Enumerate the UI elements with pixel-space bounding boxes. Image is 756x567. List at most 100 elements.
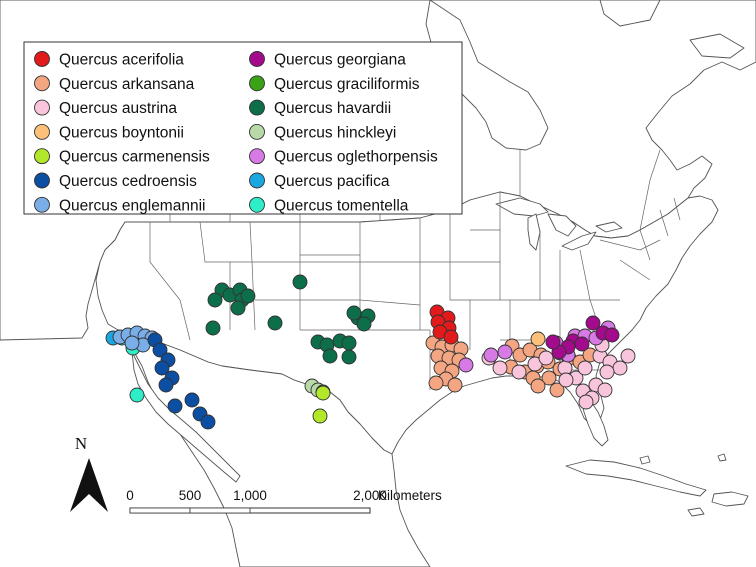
scale-tick-label: 1,000 xyxy=(233,488,267,503)
occurrence-georgiana xyxy=(574,336,590,352)
occurrence-havardii xyxy=(341,335,357,351)
occurrence-englemannii xyxy=(124,335,140,351)
occurrence-cedroensis xyxy=(152,342,168,358)
occurrence-austrina xyxy=(558,372,574,388)
scale-tick-label: 0 xyxy=(126,488,134,503)
occurrence-oglethorpensis xyxy=(483,347,499,363)
cuba xyxy=(565,459,707,497)
hispaniola xyxy=(711,491,749,507)
occurrence-arkansana xyxy=(447,377,463,393)
legend-label-georgiana: Quercus georgiana xyxy=(274,52,406,69)
occurrence-arkansana xyxy=(428,375,444,391)
legend-swatch-havardii xyxy=(249,99,265,116)
scale-bar-segment-2 xyxy=(189,507,251,514)
island-small-2 xyxy=(639,455,651,465)
north-arrow-label: N xyxy=(75,434,87,453)
legend-swatch-boyntonii xyxy=(34,123,50,140)
legend-label-oglethorpensis: Quercus oglethorpensis xyxy=(274,149,438,166)
baja-peninsula xyxy=(131,351,241,483)
north-arrow: N xyxy=(70,434,108,512)
arctic-island-1 xyxy=(599,0,661,27)
occurrence-havardii xyxy=(341,349,357,365)
legend-label-havardii: Quercus havardii xyxy=(274,100,391,117)
occurrence-havardii xyxy=(267,315,283,331)
occurrence-arkansana xyxy=(530,378,546,394)
legend-swatch-carmenensis xyxy=(34,148,50,165)
legend-label-tomentella: Quercus tomentella xyxy=(274,197,409,214)
occurrence-points xyxy=(105,274,636,430)
great-lake-huron xyxy=(547,213,577,237)
occurrence-cedroensis xyxy=(184,392,200,408)
legend-label-hinckleyi: Quercus hinckleyi xyxy=(274,124,396,141)
occurrence-georgiana xyxy=(585,315,601,331)
occurrence-cedroensis xyxy=(167,398,183,414)
legend-swatch-graciliformis xyxy=(249,75,265,92)
occurrence-cedroensis xyxy=(200,414,216,430)
occurrence-georgiana xyxy=(604,327,620,343)
occurrence-austrina xyxy=(612,360,628,376)
legend-swatch-oglethorpensis xyxy=(249,148,265,165)
legend: Quercus acerifolia Quercus arkansana Querc… xyxy=(23,41,463,215)
great-lake-ontario xyxy=(595,221,623,233)
occurrence-havardii xyxy=(205,320,221,336)
legend-swatch-georgiana xyxy=(249,51,265,67)
legend-swatch-hinckleyi xyxy=(249,123,265,140)
great-lake-michigan xyxy=(527,213,541,251)
occurrence-carmenensis xyxy=(315,385,331,401)
occurrence-acerifolia xyxy=(443,329,459,345)
occurrence-oglethorpensis xyxy=(458,357,474,373)
occurrence-oglethorpensis xyxy=(497,344,513,360)
occurrence-austrina xyxy=(511,364,527,380)
legend-swatch-cedroensis xyxy=(34,172,50,189)
occurrence-havardii xyxy=(207,292,223,308)
legend-label-cedroensis: Quercus cedroensis xyxy=(59,173,197,190)
occurrence-arkansana xyxy=(549,382,565,398)
north-arrow-icon xyxy=(70,458,89,512)
north-arrow-icon-half xyxy=(89,458,108,512)
occurrence-cedroensis xyxy=(158,377,174,393)
island-small-1 xyxy=(687,507,705,517)
legend-box xyxy=(23,41,463,215)
occurrence-tomentella xyxy=(129,387,145,403)
legend-label-austrina: Quercus austrina xyxy=(59,100,177,117)
legend-label-arkansana: Quercus arkansana xyxy=(59,76,195,93)
occurrence-austrina xyxy=(599,364,615,380)
legend-swatch-arkansana xyxy=(34,75,50,92)
legend-swatch-austrina xyxy=(34,99,50,116)
legend-swatch-englemannii xyxy=(34,196,50,213)
occurrence-austrina xyxy=(620,348,636,364)
scale-tick-label: 500 xyxy=(179,488,202,503)
scale-unit-label: Kilometers xyxy=(378,488,442,503)
occurrence-carmenensis xyxy=(312,408,328,424)
occurrence-havardii xyxy=(292,274,308,290)
occurrence-havardii xyxy=(356,316,372,332)
occurrence-georgiana xyxy=(545,334,561,350)
legend-label-carmenensis: Quercus carmenensis xyxy=(59,149,210,166)
occurrence-cedroensis xyxy=(154,360,170,376)
occurrence-austrina xyxy=(538,350,554,366)
legend-label-acerifolia: Quercus acerifolia xyxy=(59,52,184,69)
scale-bar-segment-1 xyxy=(129,507,191,514)
legend-label-graciliformis: Quercus graciliformis xyxy=(274,76,420,93)
occurrence-arkansana xyxy=(541,370,557,386)
legend-label-boyntonii: Quercus boyntonii xyxy=(59,124,184,141)
legend-swatch-pacifica xyxy=(249,172,265,189)
great-lake-superior xyxy=(495,197,549,217)
legend-items: Quercus acerifolia Quercus arkansana Querc… xyxy=(34,51,438,214)
legend-swatch-acerifolia xyxy=(34,51,50,67)
occurrence-boyntonii xyxy=(530,331,546,347)
occurrence-havardii xyxy=(230,300,246,316)
legend-swatch-tomentella xyxy=(249,196,265,213)
legend-label-englemannii: Quercus englemannii xyxy=(59,197,205,214)
arctic-island-2 xyxy=(689,33,745,59)
great-lake-erie xyxy=(561,231,597,251)
occurrence-austrina xyxy=(577,360,593,376)
occurrence-havardii xyxy=(322,348,338,364)
occurrence-havardii xyxy=(240,288,256,304)
island-small-3 xyxy=(717,453,727,462)
legend-label-pacifica: Quercus pacifica xyxy=(274,173,390,190)
occurrence-austrina xyxy=(578,394,594,410)
